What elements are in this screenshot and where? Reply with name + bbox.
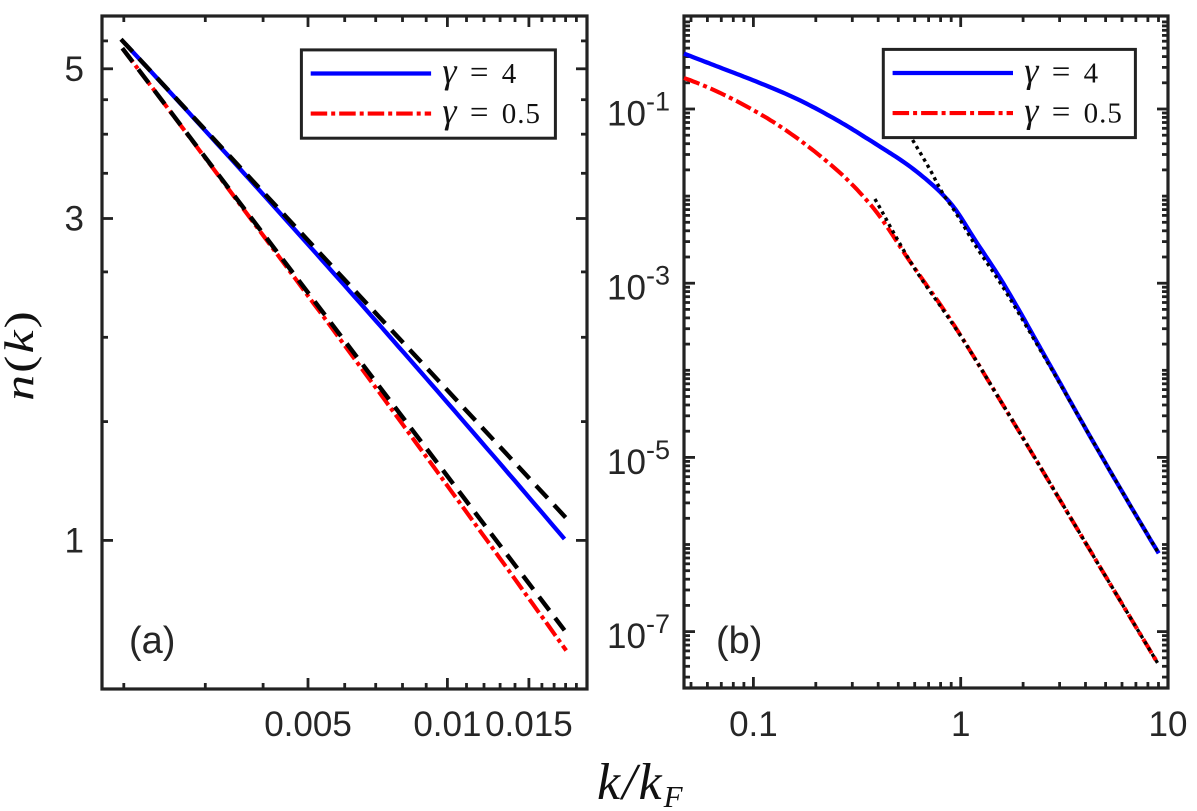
- svg-text:(b): (b): [716, 620, 762, 662]
- svg-text:10: 10: [1149, 705, 1188, 744]
- svg-text:1: 1: [65, 522, 84, 561]
- svg-text:0.1: 0.1: [729, 705, 778, 744]
- svg-text:10-3: 10-3: [607, 261, 670, 308]
- svg-text:0.015: 0.015: [485, 705, 573, 744]
- svg-text:(a): (a): [129, 620, 175, 662]
- svg-text:γ = 4: γ = 4: [442, 51, 517, 91]
- svg-text:1: 1: [951, 705, 970, 744]
- svg-text:k/kF: k/kF: [597, 754, 685, 811]
- svg-text:n(k): n(k): [0, 309, 43, 401]
- svg-text:5: 5: [65, 50, 84, 89]
- svg-text:0.01: 0.01: [413, 705, 481, 744]
- svg-text:0.005: 0.005: [264, 705, 352, 744]
- svg-text:γ = 0.5: γ = 0.5: [1024, 90, 1123, 130]
- svg-text:γ = 0.5: γ = 0.5: [442, 91, 541, 131]
- svg-text:γ = 4: γ = 4: [1024, 50, 1099, 90]
- svg-text:3: 3: [65, 200, 84, 239]
